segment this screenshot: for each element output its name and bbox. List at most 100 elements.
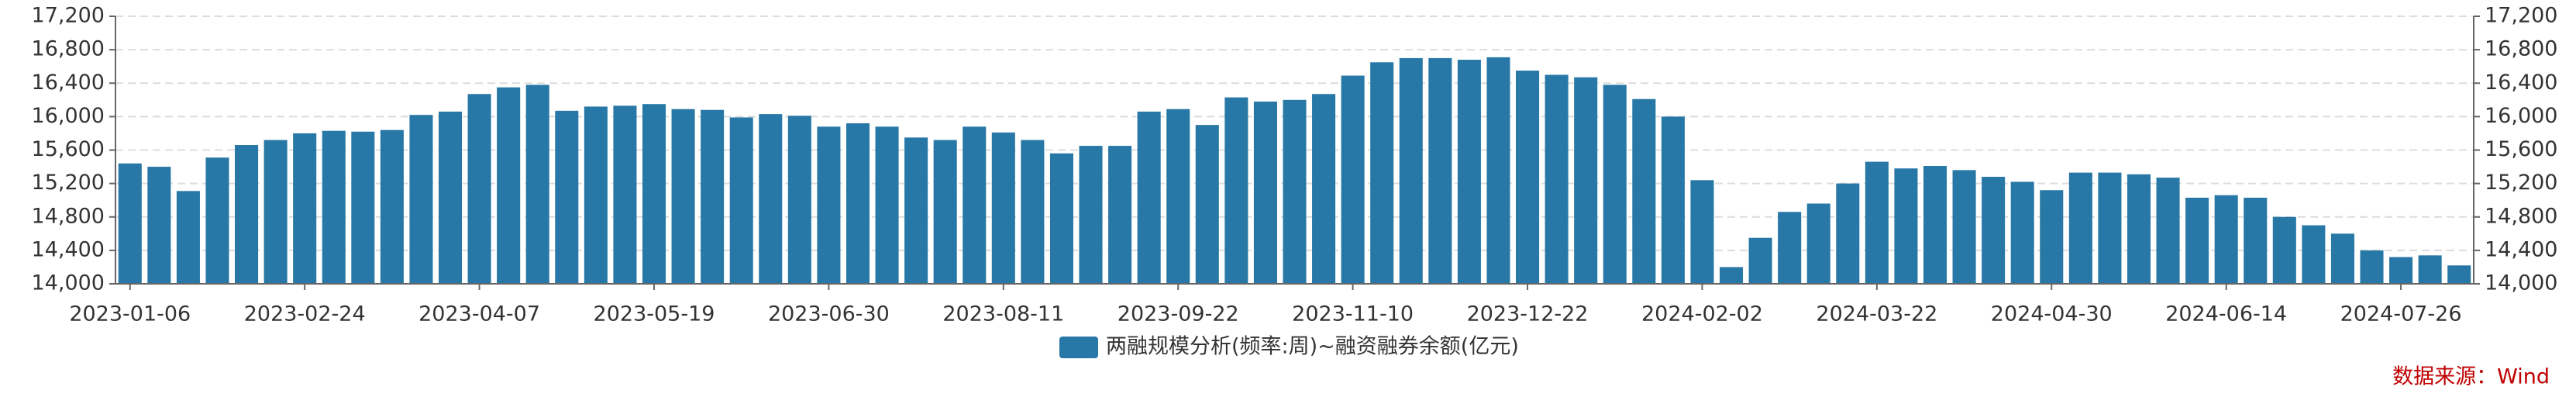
bar bbox=[1253, 101, 1277, 284]
y2-tick-label: 15,200 bbox=[2485, 171, 2557, 195]
bar bbox=[351, 131, 375, 284]
bar bbox=[729, 117, 753, 284]
bar bbox=[2010, 181, 2034, 284]
x-tick-label: 2023-09-22 bbox=[1118, 302, 1239, 326]
bar bbox=[2360, 250, 2384, 284]
bar bbox=[759, 114, 783, 284]
x-tick-label: 2023-04-07 bbox=[418, 302, 540, 326]
bar bbox=[555, 110, 579, 284]
bar bbox=[2214, 195, 2238, 284]
bar bbox=[497, 87, 521, 284]
bar bbox=[1894, 168, 1918, 284]
bar bbox=[2330, 233, 2354, 284]
x-tick-label: 2023-08-11 bbox=[942, 302, 1064, 326]
bar bbox=[1545, 74, 1569, 284]
bar bbox=[1021, 140, 1045, 284]
bar bbox=[1923, 165, 1947, 284]
y-tick-label: 14,000 bbox=[32, 271, 105, 295]
y2-tick-label: 14,400 bbox=[2485, 237, 2557, 261]
bar bbox=[2156, 178, 2180, 284]
x-tick-label: 2023-02-24 bbox=[244, 302, 366, 326]
bar bbox=[1195, 125, 1219, 284]
y-tick-label: 14,800 bbox=[32, 204, 105, 228]
bar bbox=[2272, 216, 2296, 284]
bar bbox=[1574, 77, 1598, 284]
bar bbox=[1137, 111, 1161, 284]
bar bbox=[904, 137, 928, 284]
bar bbox=[2302, 225, 2326, 284]
bar bbox=[2185, 197, 2209, 284]
bar bbox=[845, 123, 870, 284]
bar bbox=[787, 116, 811, 284]
bar bbox=[205, 157, 229, 284]
legend-swatch bbox=[1059, 337, 1098, 358]
bar bbox=[176, 191, 200, 284]
bar bbox=[991, 132, 1015, 284]
y2-tick-label: 14,800 bbox=[2485, 204, 2557, 228]
bar bbox=[1049, 153, 1073, 284]
y-tick-label: 15,200 bbox=[32, 171, 105, 195]
bar bbox=[1690, 180, 1714, 284]
bar bbox=[2447, 265, 2471, 284]
bar bbox=[817, 126, 841, 284]
bar bbox=[1836, 183, 1860, 284]
x-tick-label: 2023-01-06 bbox=[69, 302, 191, 326]
bar bbox=[1399, 57, 1423, 284]
bar bbox=[2389, 257, 2413, 284]
y2-tick-label: 16,800 bbox=[2485, 37, 2557, 61]
y-tick-label: 17,200 bbox=[32, 4, 105, 28]
bar bbox=[1661, 116, 1685, 284]
bar bbox=[1224, 97, 1248, 284]
bar bbox=[1486, 57, 1510, 284]
y-tick-label: 16,800 bbox=[32, 37, 105, 61]
y-tick-label: 16,000 bbox=[32, 104, 105, 128]
bar bbox=[2098, 172, 2122, 284]
legend-label: 两融规模分析(频率:周)~融资融券余额(亿元) bbox=[1106, 335, 1519, 359]
x-tick-label: 2024-04-30 bbox=[1991, 302, 2113, 326]
bar bbox=[1806, 203, 1830, 284]
bar bbox=[147, 167, 171, 284]
bar bbox=[584, 106, 608, 284]
bar bbox=[1428, 57, 1452, 284]
bar bbox=[2040, 190, 2064, 284]
y2-tick-label: 14,000 bbox=[2485, 271, 2557, 295]
y2-tick-label: 15,600 bbox=[2485, 137, 2557, 161]
bar bbox=[933, 140, 957, 284]
bar bbox=[409, 115, 433, 284]
x-tick-label: 2023-12-22 bbox=[1467, 302, 1589, 326]
x-tick-label: 2024-02-02 bbox=[1641, 302, 1763, 326]
y-tick-label: 15,600 bbox=[32, 137, 105, 161]
x-tick-label: 2023-06-30 bbox=[768, 302, 890, 326]
bar bbox=[1778, 212, 1802, 284]
x-tick-label: 2023-05-19 bbox=[594, 302, 715, 326]
x-tick-label: 2024-07-26 bbox=[2340, 302, 2462, 326]
bar bbox=[963, 126, 987, 284]
bar bbox=[322, 130, 346, 284]
bar bbox=[2244, 197, 2268, 284]
source-note: 数据来源：Wind bbox=[2392, 365, 2550, 389]
bar bbox=[1370, 62, 1394, 284]
y2-tick-label: 17,200 bbox=[2485, 4, 2557, 28]
bar bbox=[235, 145, 259, 284]
bar bbox=[1341, 75, 1365, 284]
bar bbox=[293, 133, 317, 284]
bar bbox=[875, 126, 899, 284]
bar bbox=[701, 109, 725, 284]
bar bbox=[1632, 98, 1656, 284]
bar bbox=[671, 109, 695, 284]
bar bbox=[1283, 99, 1307, 284]
y2-tick-label: 16,400 bbox=[2485, 71, 2557, 95]
x-tick-label: 2024-06-14 bbox=[2165, 302, 2287, 326]
bar bbox=[525, 85, 549, 284]
bar bbox=[1312, 94, 1336, 284]
bar bbox=[2127, 174, 2151, 284]
bar bbox=[118, 163, 142, 284]
bar bbox=[1516, 71, 1540, 284]
bar bbox=[1719, 267, 1744, 284]
y-tick-label: 16,400 bbox=[32, 71, 105, 95]
bar bbox=[1108, 146, 1132, 284]
bar bbox=[1865, 161, 1889, 284]
x-tick-label: 2023-11-10 bbox=[1292, 302, 1414, 326]
bar bbox=[1952, 170, 1976, 284]
